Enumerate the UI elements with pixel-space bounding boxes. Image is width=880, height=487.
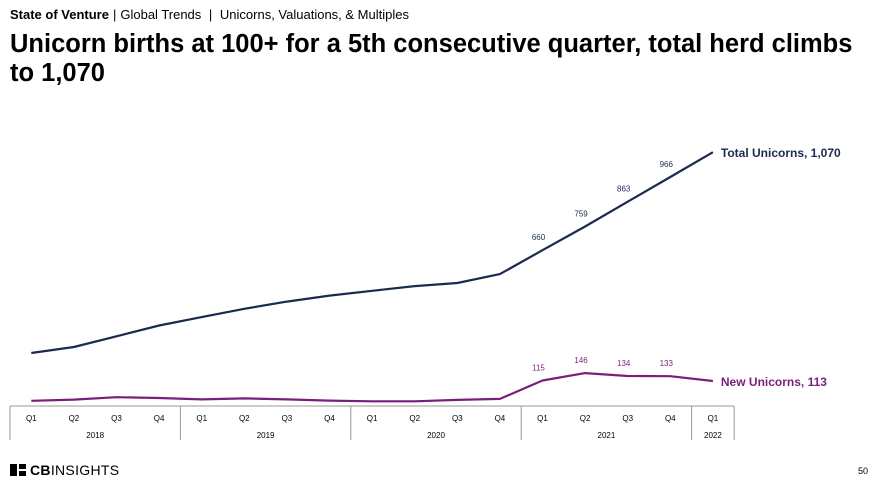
quarter-tick-label: Q2 [69,414,80,423]
year-label: 2020 [427,431,445,440]
cb-insights-logo: CBINSIGHTS [10,462,119,478]
total-unicorns-data-label: 759 [574,210,588,219]
new-unicorns-data-label: 134 [617,359,631,368]
quarter-tick-label: Q1 [537,414,548,423]
quarter-tick-label: Q1 [367,414,378,423]
page-number: 50 [857,466,868,476]
total-unicorns-data-label: 863 [617,185,631,194]
total-unicorns-data-label: 660 [532,233,546,242]
total-unicorns-end-label: Total Unicorns, 1,070 [721,146,841,160]
quarter-tick-label: Q3 [622,414,633,423]
quarter-tick-label: Q3 [452,414,463,423]
quarter-tick-label: Q2 [580,414,591,423]
new-unicorns-data-label: 146 [574,356,588,365]
cb-insights-logo-text: CBINSIGHTS [30,462,120,478]
breadcrumb-separator: | [112,7,117,22]
quarter-tick-label: Q1 [196,414,207,423]
total-unicorns-line [31,151,714,355]
quarter-tick-label: Q4 [495,414,506,423]
new-unicorns-end-label: New Unicorns, 113 [721,375,827,389]
breadcrumb-brand: State of Venture [10,7,109,22]
quarter-tick-label: Q4 [154,414,165,423]
quarter-tick-label: Q2 [409,414,420,423]
quarter-tick-label: Q3 [282,414,293,423]
breadcrumb-section: Unicorns, Valuations, & Multiples [219,7,409,22]
breadcrumb-global-trends: Global Trends [120,7,202,22]
year-label: 2018 [86,431,104,440]
quarter-tick-label: Q1 [708,414,719,423]
cb-insights-logo-icon [10,464,26,476]
year-label: 2022 [704,431,722,440]
breadcrumb: State of Venture | Global Trends | Unicorn… [10,7,409,22]
total-unicorns-data-label: 966 [660,160,674,169]
year-label: 2021 [598,431,616,440]
new-unicorns-line [31,372,714,403]
quarter-tick-label: Q3 [111,414,122,423]
year-label: 2019 [257,431,275,440]
new-unicorns-data-label: 115 [532,364,545,373]
page-title: Unicorn births at 100+ for a 5th consecu… [10,30,853,87]
new-unicorns-data-label: 133 [660,359,674,368]
quarter-tick-label: Q1 [26,414,37,423]
quarter-tick-label: Q2 [239,414,250,423]
breadcrumb-separator: | [205,7,216,22]
quarter-tick-label: Q4 [324,414,335,423]
quarter-tick-label: Q4 [665,414,676,423]
